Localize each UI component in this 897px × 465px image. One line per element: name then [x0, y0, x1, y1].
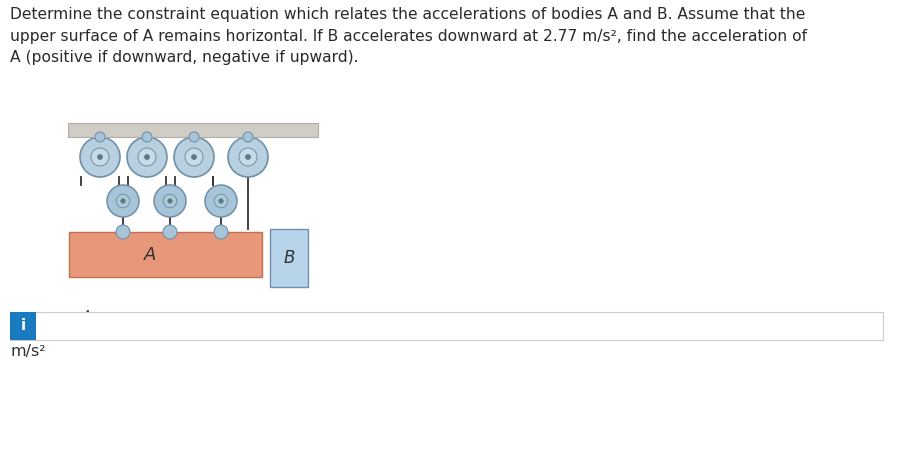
- Text: m/s²: m/s²: [10, 344, 46, 359]
- Circle shape: [174, 137, 214, 177]
- Circle shape: [239, 148, 257, 166]
- Text: A: A: [144, 246, 156, 264]
- Text: i: i: [21, 319, 25, 333]
- Circle shape: [189, 132, 199, 142]
- Circle shape: [243, 132, 253, 142]
- Circle shape: [138, 148, 156, 166]
- Circle shape: [228, 137, 268, 177]
- Circle shape: [219, 199, 223, 203]
- Bar: [10, 312, 883, 340]
- Text: a: a: [75, 312, 84, 327]
- Circle shape: [214, 194, 228, 208]
- Circle shape: [80, 137, 120, 177]
- Circle shape: [205, 185, 237, 217]
- Text: Answer:: Answer:: [10, 312, 80, 327]
- Circle shape: [142, 132, 152, 142]
- Circle shape: [116, 225, 130, 239]
- Circle shape: [163, 194, 177, 208]
- Circle shape: [127, 137, 167, 177]
- Text: B: B: [283, 249, 295, 267]
- Circle shape: [91, 148, 109, 166]
- Circle shape: [168, 199, 172, 203]
- Circle shape: [163, 225, 177, 239]
- Text: Determine the constraint equation which relates the accelerations of bodies A an: Determine the constraint equation which …: [10, 7, 807, 65]
- Circle shape: [95, 132, 105, 142]
- Bar: [68, 123, 318, 137]
- Bar: [10, 312, 36, 340]
- Text: =: =: [92, 312, 110, 327]
- Circle shape: [185, 148, 203, 166]
- Circle shape: [154, 185, 186, 217]
- Text: A: A: [83, 309, 91, 322]
- Circle shape: [98, 154, 102, 159]
- Circle shape: [246, 154, 250, 159]
- Circle shape: [117, 194, 130, 208]
- Bar: [270, 229, 308, 287]
- Circle shape: [144, 154, 150, 159]
- Bar: [69, 232, 262, 277]
- Circle shape: [191, 154, 196, 159]
- Circle shape: [121, 199, 126, 203]
- Circle shape: [214, 225, 228, 239]
- Circle shape: [107, 185, 139, 217]
